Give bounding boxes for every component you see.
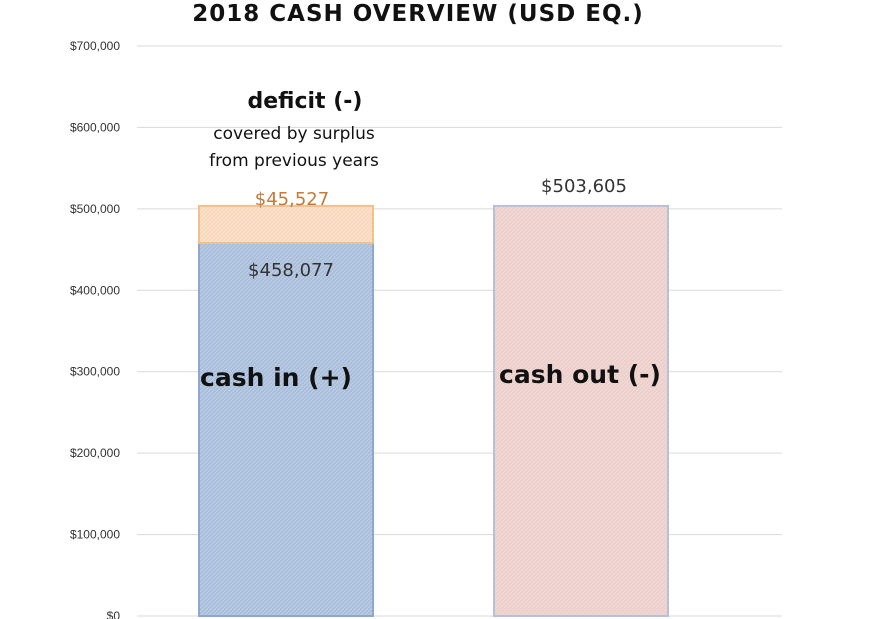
y-tick-label: $700,000 (70, 39, 120, 53)
bar-segment (493, 204, 669, 618)
category-label-cash-out: cash out (-) (499, 360, 661, 389)
data-label-cash-out: $503,605 (541, 176, 627, 197)
y-tick-label: $400,000 (70, 283, 120, 297)
y-tick-label: $100,000 (70, 528, 120, 542)
bars (198, 204, 669, 618)
y-tick-label: $500,000 (70, 202, 120, 216)
bar-segment (198, 241, 374, 617)
y-axis-tick-labels: $0 $100,000 $200,000 $300,000 $400,000 $500,0… (70, 39, 120, 619)
y-tick-label: $200,000 (70, 446, 120, 460)
y-tick-label: $600,000 (70, 120, 120, 134)
annotation-line-2: from previous years (209, 151, 379, 171)
data-label-cash-in: $458,077 (248, 260, 334, 281)
annotation-line-1: covered by surplus (213, 124, 375, 144)
deficit-annotation: deficit (-) covered by surplus from prev… (209, 89, 379, 171)
bar-segment (198, 204, 374, 244)
y-tick-label: $300,000 (70, 365, 120, 379)
chart-title: 2018 CASH OVERVIEW (USD EQ.) (192, 1, 644, 27)
bar-labels: $458,077 $45,527 $503,605 cash in (+) cash o… (200, 176, 661, 392)
annotation-heading: deficit (-) (248, 89, 363, 114)
y-tick-label: $0 (107, 609, 121, 619)
data-label-deficit: $45,527 (255, 189, 329, 210)
category-label-cash-in: cash in (+) (200, 363, 352, 392)
